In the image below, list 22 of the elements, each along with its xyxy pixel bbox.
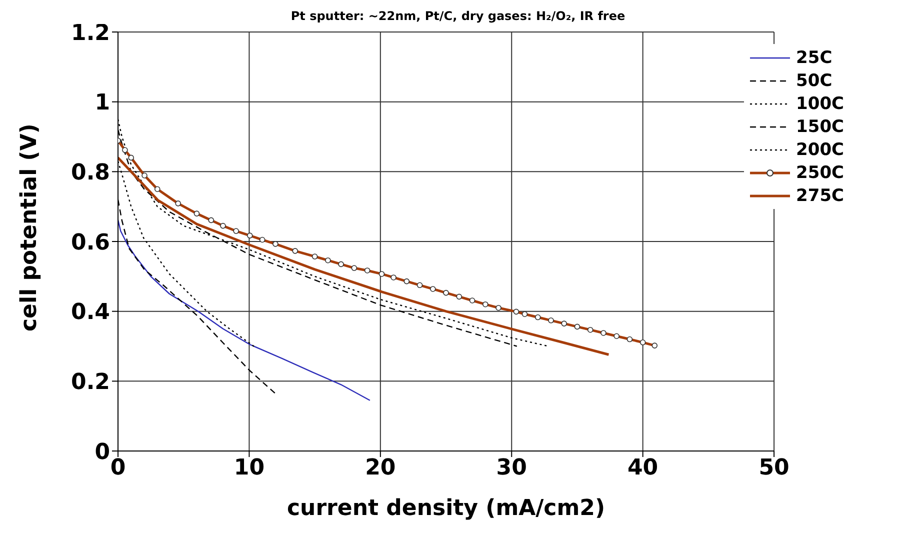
legend-label: 100C [796, 94, 844, 114]
x-tick-label: 50 [758, 456, 790, 481]
chart-title: Pt sputter: ~22nm, Pt/C, dry gases: H₂/O₂, IR free [290, 9, 626, 23]
x-tick-label: 0 [110, 456, 126, 481]
x-tick-label: 30 [496, 456, 527, 481]
x-tick-label: 10 [234, 456, 265, 481]
x-axis-title: current density (mA/cm2) [287, 496, 606, 521]
y-tick-label: 0 [94, 440, 110, 465]
legend-label: 150C [796, 116, 844, 136]
y-tick-label: 0.2 [71, 370, 110, 395]
legend-label: 275C [796, 186, 844, 206]
x-tick-label: 40 [628, 456, 658, 481]
legend-label: 200C [796, 140, 844, 160]
y-axis-title: cell potential (V) [16, 124, 42, 332]
y-tick-label: 0.8 [71, 160, 110, 186]
y-tick-label: 0.6 [71, 230, 110, 256]
x-tick-label: 20 [365, 456, 396, 481]
y-tick-label: 0.4 [71, 300, 110, 326]
legend-label: 250C [796, 162, 844, 182]
legend-label: 50C [796, 70, 832, 90]
y-tick-label: 1 [94, 90, 110, 116]
legend-label: 25C [796, 48, 832, 68]
